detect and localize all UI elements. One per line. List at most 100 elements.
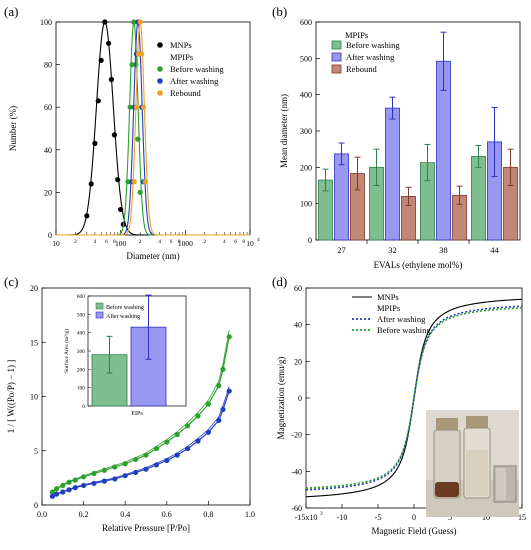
y-tick-label: 0 [48,231,52,240]
series-line-2 [305,305,523,491]
inset-y-tick-label: 0 [82,404,85,410]
panel-label-a: (a) [4,4,18,19]
data-point [98,57,104,63]
y-tick-label: 5 [34,447,38,456]
x-tick-label: 0.2 [79,510,89,519]
inset-y-tick-label: 100 [77,386,86,392]
series-line-1 [56,21,250,236]
inset-legend-swatch [95,302,104,310]
x-tick-label: -5 [375,513,382,522]
legend-swatch [331,52,342,62]
y-tick-label: 60 [294,284,302,293]
data-point [135,136,141,142]
data-point [101,467,107,473]
y-axis-label: Number (%) [8,106,18,151]
y-tick-label: 20 [30,284,38,293]
data-point [185,445,191,452]
legend-title: MPIPs [345,30,368,40]
data-point [137,19,143,25]
data-point [226,334,232,340]
x-tick-label: 27 [337,245,346,255]
y-tick-label: 100 [40,18,52,27]
x-tick-label: 10 [52,239,60,248]
panel-label-b: (b) [272,4,287,19]
data-point [49,493,56,499]
panel-label-d: (d) [272,274,287,289]
x-minor-label: 2 [74,239,77,245]
data-point [174,431,180,438]
legend-swatch [331,40,342,50]
inset-legend-label: After washing [106,313,140,320]
data-point [81,474,87,480]
data-point [72,477,78,483]
x-tick-label: -15x10 [295,513,318,522]
data-point [185,423,191,429]
data-point [60,489,66,495]
x-tick-label: 0 [412,513,416,522]
data-point [84,213,90,219]
legend-label: Before washing [377,325,431,335]
plot-frame [55,21,251,236]
y-tick-label: -60 [291,504,302,513]
data-point [143,452,149,458]
data-point [108,76,115,83]
x-tick-exponent: 4 [257,237,260,243]
legend-label: Rebound [346,64,377,74]
x-tick-label: 1.0 [245,510,255,519]
x-tick-label: 0.4 [120,510,130,519]
x-minor-label: 4 [94,239,97,245]
y-tick-label: 40 [294,321,302,330]
y-tick-label: 100 [300,200,312,209]
x-tick-label: 38 [439,245,448,255]
y-tick-label: 15 [30,338,38,347]
data-point [153,462,159,468]
data-point [115,177,121,183]
x-tick-label: 5 [448,513,452,522]
series-line-3 [305,307,523,489]
legend-label: After washing [377,314,426,324]
data-point [133,469,139,476]
y-tick-label: 20 [44,188,52,197]
data-point [216,383,222,389]
data-point [143,466,149,472]
data-point [72,485,78,491]
x-tick-label: 0.6 [162,510,172,519]
vial-photo [426,410,519,517]
x-tick-label: 0.8 [203,510,213,519]
bar [334,153,349,241]
data-point [195,413,201,419]
x-tick-label: 10 [482,513,490,522]
data-point [140,104,147,110]
data-point [112,476,118,482]
data-point [220,406,226,413]
x-minor-label: 2 [139,239,142,245]
y-tick-label: 400 [300,91,312,100]
data-point [112,464,118,470]
data-point [122,473,128,479]
inset-legend-label: Before washing [106,304,144,311]
y-tick-label: 300 [300,127,312,136]
data-point [139,51,145,57]
x-minor-label: 8 [113,239,116,245]
data-point [122,461,128,467]
inset-y-tick-label: 300 [77,349,86,355]
legend-label: Rebound [170,88,201,98]
x-tick-label: 44 [490,245,499,255]
data-point [53,486,60,492]
y-tick-label: -40 [291,467,302,476]
data-point [92,140,98,147]
data-point [164,457,170,464]
x-tick-label: 100 [115,239,127,248]
data-point [174,452,180,458]
x-minor-label: 6 [105,239,108,245]
y-tick-label: 20 [294,357,302,366]
data-point [216,417,222,423]
series-line-2 [56,20,250,236]
series-line-0 [56,21,250,236]
x-axis-label: Diameter (nm) [126,251,179,261]
legend-marker [157,90,163,96]
y-tick-label: 60 [44,103,52,112]
data-point [60,482,66,489]
x-tick-label: 15 [518,513,526,522]
